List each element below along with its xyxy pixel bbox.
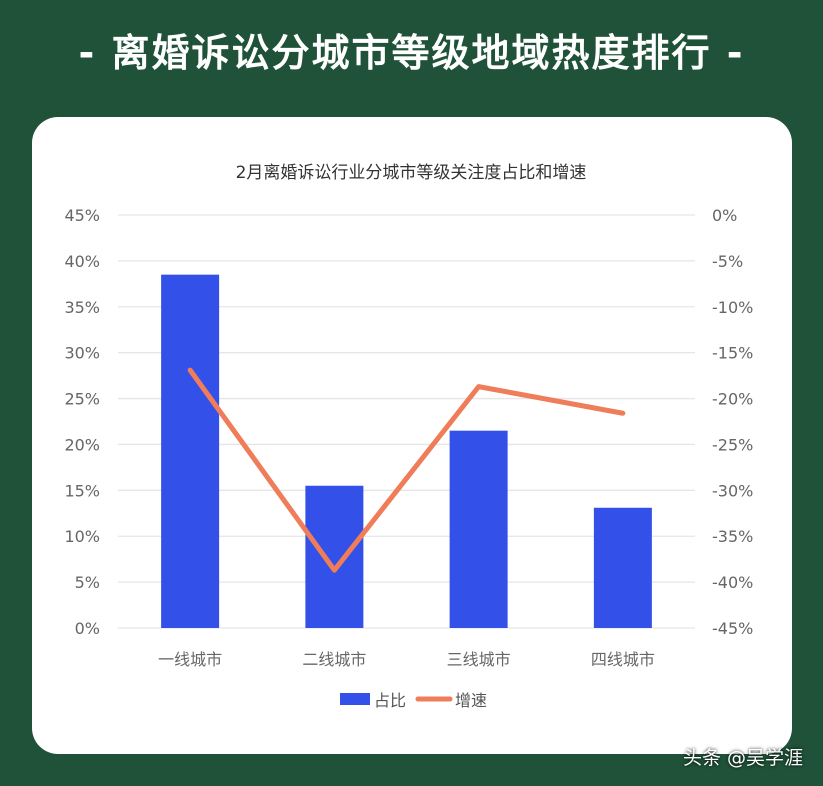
bar-四线城市 — [593, 507, 652, 628]
bar-三线城市 — [449, 430, 508, 628]
category-label: 二线城市 — [302, 650, 366, 669]
right-tick-label: -45% — [712, 619, 753, 638]
bar-一线城市 — [161, 274, 220, 628]
headline: - 离婚诉讼分城市等级地域热度排行 - — [78, 31, 745, 75]
left-tick-label: 10% — [64, 527, 100, 546]
right-tick-label: -10% — [712, 298, 753, 317]
right-tick-label: -30% — [712, 481, 753, 500]
category-label: 四线城市 — [591, 650, 655, 669]
right-tick-label: -40% — [712, 573, 753, 592]
right-tick-label: -5% — [712, 252, 743, 271]
legend-bar-label: 占比 — [374, 691, 406, 710]
left-tick-label: 30% — [64, 344, 100, 363]
chart-title: 2月离婚诉讼行业分城市等级关注度占比和增速 — [236, 163, 587, 183]
left-tick-label: 40% — [64, 252, 100, 271]
left-tick-label: 20% — [64, 435, 100, 454]
left-tick-label: 5% — [75, 573, 100, 592]
left-tick-label: 25% — [64, 390, 100, 409]
right-tick-label: -15% — [712, 344, 753, 363]
left-tick-label: 35% — [64, 298, 100, 317]
growth-line — [187, 367, 626, 573]
right-tick-label: -25% — [712, 435, 753, 454]
right-tick-label: -35% — [712, 527, 753, 546]
left-tick-label: 15% — [64, 481, 100, 500]
chart-card — [32, 117, 792, 754]
legend-bar-swatch — [340, 693, 370, 705]
bar-二线城市 — [305, 485, 364, 628]
watermark: 头条 @吴学涯 — [682, 747, 803, 769]
left-tick-label: 45% — [64, 206, 100, 225]
right-tick-label: 0% — [712, 206, 737, 225]
category-label: 三线城市 — [447, 650, 511, 669]
legend-line-label: 增速 — [455, 691, 487, 710]
right-tick-label: -20% — [712, 390, 753, 409]
category-label: 一线城市 — [158, 650, 222, 669]
left-tick-label: 0% — [75, 619, 100, 638]
